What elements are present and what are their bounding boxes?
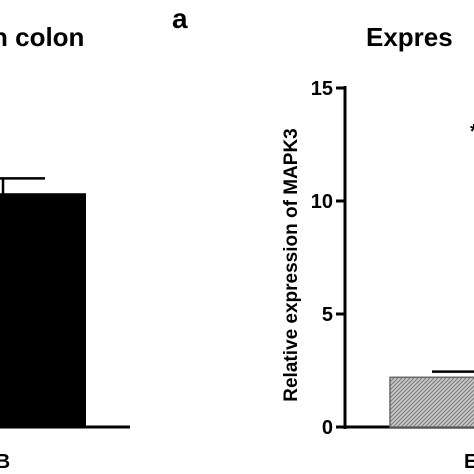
left-chart-title: n colon — [0, 22, 84, 52]
right-x-tick-label: E — [464, 451, 474, 473]
right-y-axis-label: Relative expression of MAPK3 — [281, 128, 302, 401]
right-y-ticks: 0 5 10 15 — [311, 78, 345, 439]
right-significance-marker: * — [470, 121, 474, 143]
left-chart-marks — [0, 177, 86, 428]
right-bar — [389, 376, 474, 428]
left-bar — [0, 193, 86, 428]
panel-label-a: a — [172, 3, 188, 34]
left-x-tick-label: B — [0, 451, 10, 473]
right-chart-marks — [389, 370, 474, 428]
right-y-tick-label: 10 — [311, 191, 333, 213]
right-y-tick-label: 5 — [322, 304, 333, 326]
right-y-tick-label: 15 — [311, 78, 333, 100]
right-y-tick-label: 0 — [322, 417, 333, 439]
left-chart-panel: n colon B — [0, 22, 130, 473]
right-chart-title: Expres — [366, 22, 453, 52]
right-chart-panel: Expres Relative expression of MAPK3 0 5 10… — [281, 22, 474, 473]
